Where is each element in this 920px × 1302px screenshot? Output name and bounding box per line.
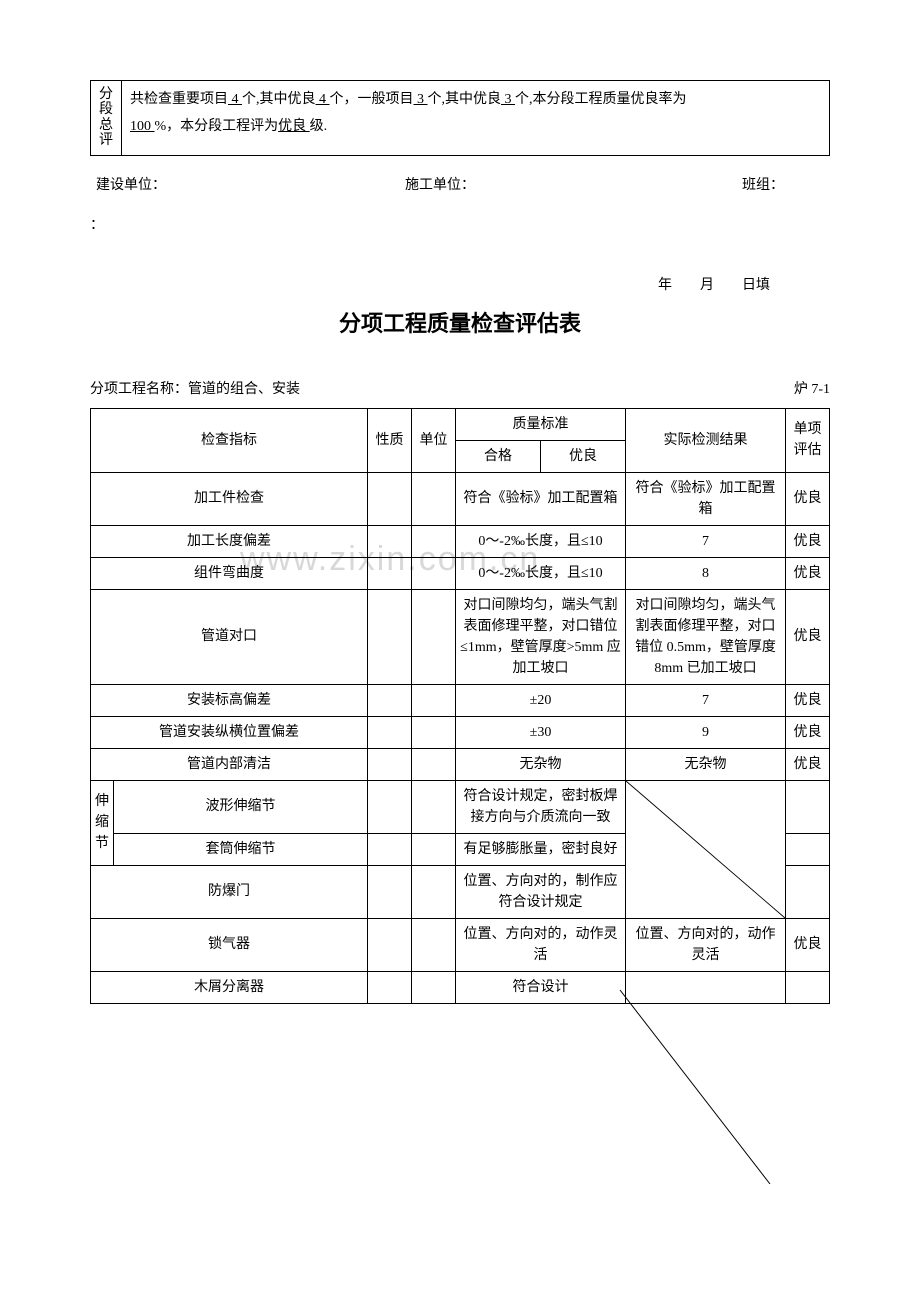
diag-cell-2 [626, 971, 786, 1003]
signature-row: 建设单位： 施工单位： 班组： [90, 174, 830, 194]
date-line: 年 月 日填 [90, 274, 830, 294]
colon-mark: ： [90, 214, 830, 234]
th-nature: 性质 [368, 408, 412, 472]
th-indicator: 检查指标 [91, 408, 368, 472]
form-number: 炉 7-1 [794, 378, 830, 398]
subtitle-row: 分项工程名称：管道的组合、安装 炉 7-1 [90, 378, 830, 398]
table-row: 管道对口对口间隙均匀，端头气割表面修理平整，对口错位≤1mm，壁管厚度>5mm … [91, 589, 830, 684]
th-standard: 质量标准 [456, 408, 626, 440]
th-pass: 合格 [456, 440, 541, 472]
table-row: 加工件检查符合《验标》加工配置箱符合《验标》加工配置箱优良 [91, 472, 830, 525]
summary-content: 共检查重要项目 4 个,其中优良 4 个，一般项目 3 个,其中优良 3 个,本… [122, 81, 830, 156]
group-expansion-joint: 伸 缩 节 [91, 780, 114, 865]
sig-team: 班组： [555, 174, 824, 194]
table-row: 组件弯曲度0～-2‰长度，且≤108优良 [91, 557, 830, 589]
table-row: 木屑分离器符合设计 [91, 971, 830, 1003]
table-row: 加工长度偏差0～-2‰长度，且≤107优良 [91, 525, 830, 557]
project-name: 分项工程名称：管道的组合、安装 [90, 378, 300, 398]
sig-construct-unit: 施工单位： [325, 174, 554, 194]
page-title: 分项工程质量检查评估表 [90, 306, 830, 338]
main-table: 检查指标 性质 单位 质量标准 实际检测结果 单项评估 合格 优良 加工件检查符… [90, 408, 830, 1004]
diag-cell-1 [626, 780, 786, 918]
table-row: 安装标高偏差±207优良 [91, 684, 830, 716]
th-eval: 单项评估 [786, 408, 830, 472]
summary-vertical-label: 分 段 总 评 [91, 81, 122, 156]
table-row: 管道内部清洁无杂物无杂物优良 [91, 748, 830, 780]
table-row: 伸 缩 节 波形伸缩节符合设计规定，密封板焊接方向与介质流向一致 [91, 780, 830, 833]
sig-build-unit: 建设单位： [96, 174, 325, 194]
table-row: 管道安装纵横位置偏差±309优良 [91, 716, 830, 748]
summary-table: 分 段 总 评 共检查重要项目 4 个,其中优良 4 个，一般项目 3 个,其中… [90, 80, 830, 156]
table-row: 锁气器位置、方向对的，动作灵活位置、方向对的，动作灵活优良 [91, 918, 830, 971]
th-unit: 单位 [412, 408, 456, 472]
th-good: 优良 [541, 440, 626, 472]
th-result: 实际检测结果 [626, 408, 786, 472]
